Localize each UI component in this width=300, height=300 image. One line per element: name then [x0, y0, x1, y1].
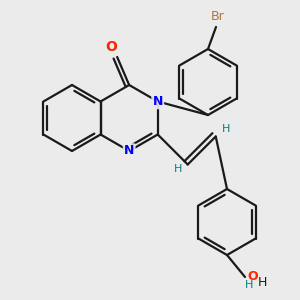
Text: H: H: [245, 280, 253, 290]
Text: N: N: [152, 95, 163, 108]
Text: H: H: [173, 164, 182, 175]
Text: Br: Br: [211, 11, 225, 23]
Text: N: N: [124, 145, 134, 158]
Text: H: H: [258, 275, 267, 289]
Text: O: O: [247, 271, 258, 284]
Text: H: H: [221, 124, 230, 134]
Text: O: O: [105, 40, 117, 54]
